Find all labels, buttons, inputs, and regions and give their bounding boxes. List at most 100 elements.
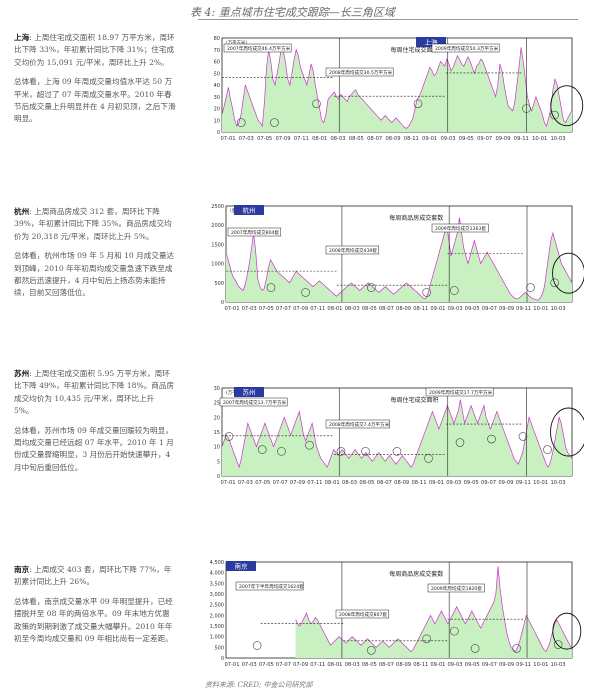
city-lead: 杭州	[14, 207, 30, 216]
city-badge-label: 南京	[235, 562, 249, 571]
x-tick-label: 08-07	[379, 306, 394, 312]
series-line	[221, 46, 573, 129]
x-tick-label: 10-03	[550, 306, 565, 312]
y-tick-label: 5	[217, 459, 220, 465]
highlight-circle	[336, 447, 346, 456]
x-tick-label: 07-07	[273, 480, 288, 486]
highlight-circle	[413, 99, 423, 109]
y-tick-label: 70	[214, 48, 220, 54]
y-tick-label: 20	[214, 415, 220, 421]
highlight-circle	[257, 445, 267, 454]
x-tick-label: 08-11	[413, 306, 428, 312]
x-tick-label: 09-09	[499, 662, 514, 668]
highlight-circle	[252, 641, 262, 650]
highlight-circle	[518, 432, 528, 441]
annotation-box	[425, 387, 494, 397]
x-tick-label: 08-05	[362, 662, 377, 668]
x-tick-label: 07-03	[238, 480, 253, 486]
x-tick-label: 07-01	[224, 306, 239, 312]
x-tick-label: 09-05	[459, 136, 474, 142]
y-tick-label: 20	[214, 107, 220, 113]
highlight-circle	[266, 283, 276, 292]
unit-label: (万平方米)	[226, 39, 247, 46]
x-tick-label: 09-11	[516, 306, 531, 312]
x-tick-label: 10-01	[532, 136, 547, 142]
page-title: 表 4: 重点城市住宅成交跟踪—长三角区域	[190, 6, 395, 19]
x-tick-label: 07-09	[290, 480, 305, 486]
y-tick-label: 50	[214, 71, 220, 77]
y-tick-label: 2,500	[210, 603, 224, 609]
x-tick-label: 09-03	[448, 306, 463, 312]
paragraph: 总体看，南京成交量水平 09 年明显提升，已经摆脱并至 08 年的两倍水平。09…	[14, 596, 176, 646]
x-tick-label: 09-05	[464, 480, 479, 486]
paragraph: 总体看，杭州市场 09 年 5 月和 10 月成交量达到顶峰，2010 年年初周…	[14, 250, 176, 300]
focus-ellipse	[550, 85, 584, 127]
source-note: 资料来源: CRED; 中金公司研究部	[205, 681, 313, 689]
x-tick-label: 09-01	[429, 480, 444, 486]
y-tick-label: 15	[214, 430, 220, 436]
commentary-nanjing: 南京: 上周成交 403 套，周环比下降 77%，年初累计同比上升 26%。 总…	[14, 564, 176, 652]
x-tick-label: 07-01	[220, 136, 235, 142]
city-badge	[234, 387, 264, 397]
x-tick-label: 09-03	[446, 480, 461, 486]
x-tick-label: 09-09	[498, 480, 513, 486]
x-tick-label: 10-03	[550, 480, 565, 486]
x-tick-label: 07-03	[242, 662, 257, 668]
y-tick-label: 500	[214, 281, 224, 287]
chart-svg: 80 70 60 50 40 30 20 10 007-01 07-03 07-05 07-09 07-…	[214, 36, 584, 142]
annotation-label: 2007年周均成交13.7万平方米	[223, 399, 287, 406]
x-tick-label: 09-05	[465, 306, 480, 312]
city-lead: 上海	[14, 33, 30, 42]
x-tick-label: 07-01	[220, 480, 235, 486]
highlight-circle	[422, 634, 431, 644]
x-tick-label: 07-11	[310, 306, 325, 312]
x-tick-label: 09-05	[465, 662, 480, 668]
x-tick-label: 07-05	[255, 480, 270, 486]
commentary-shanghai: 上海: 上周住宅成交面积 18.97 万平方米，周环比下降 33%，年初累计同比…	[14, 32, 176, 133]
annotation-box	[335, 609, 390, 619]
y-tick-label: 4,500	[210, 560, 224, 566]
y-tick-label: 3,000	[210, 592, 224, 598]
paragraph: 总体看，苏州市场 09 年成交量回暖较为明显，周均成交量已经远超 07 年水平。…	[14, 425, 176, 475]
paragraph-text: : 上周住宅成交面积 18.97 万平方米，周环比下降 33%，年初累计同比下降…	[14, 33, 175, 67]
annotation-label: 2009年周均成交50.3万平方米	[435, 45, 499, 52]
chart-suzhou: 30 25 20 15 10 5 0 07-01 07-03 07-05 07-07 07-09 07-…	[196, 378, 584, 490]
city-lead: 苏州	[14, 369, 30, 378]
y-tick-label: 2500	[211, 204, 224, 210]
y-tick-label: 40	[214, 83, 220, 89]
y-tick-label: 0	[221, 656, 224, 662]
x-tick-label: 08-11	[412, 480, 427, 486]
x-tick-label: 08-05	[349, 136, 364, 142]
x-tick-label: 09-07	[477, 136, 492, 142]
highlight-circle	[522, 104, 531, 113]
chart-title: 每周商品房成交套数	[389, 214, 443, 222]
y-tick-label: 10	[214, 445, 220, 451]
annotation-label: 2009年周均成交17.7万平方米	[429, 389, 493, 396]
highlight-circle	[270, 118, 279, 127]
annotation-box	[427, 583, 485, 593]
x-tick-label: 09-03	[440, 136, 455, 142]
x-tick-label: 08-05	[362, 306, 377, 312]
annotation-box	[431, 223, 489, 233]
paragraph: 杭州: 上周商品房成交 312 套，周环比下降 39%，年初累计同比下降 35%…	[14, 206, 176, 243]
highlight-circle	[367, 283, 376, 292]
paragraph: 苏州: 上周住宅成交面积 5.95 万平方米，周环比下降 49%，年初累计同比下…	[14, 368, 176, 418]
highlight-circle	[526, 283, 535, 292]
paragraph-text: 总体看，南京成交量水平 09 年明显提升，已经摆脱并至 08 年的两倍水平。09…	[14, 596, 173, 644]
x-tick-label: 08-09	[394, 480, 409, 486]
x-tick-label: 07-09	[293, 306, 308, 312]
annotation-label: 2009年周均成交1820套	[431, 585, 482, 592]
chart-shanghai: 80 70 60 50 40 30 20 10 0 07-01 07-03 07-05 07-09 07-…	[196, 28, 584, 146]
paragraph-text: 总体看，杭州市场 09 年 5 月和 10 月成交量达到顶峰，2010 年年初周…	[14, 251, 175, 298]
y-tick-label: 30	[214, 95, 220, 101]
y-tick-label: 10	[214, 118, 220, 124]
x-tick-label: 08-01	[327, 306, 342, 312]
x-tick-label: 10-01	[533, 480, 548, 486]
y-tick-label: 500	[214, 645, 224, 651]
y-tick-label: 1,500	[210, 624, 224, 630]
x-tick-label: 07-11	[307, 480, 322, 486]
highlight-circle	[450, 286, 459, 295]
highlight-circle	[367, 646, 376, 655]
chart-nanjing: 4,500 4,000 3,500 3,000 2,500 2,000 1,500 1,000…	[196, 554, 584, 676]
x-tick-label: 08-07	[367, 136, 382, 142]
